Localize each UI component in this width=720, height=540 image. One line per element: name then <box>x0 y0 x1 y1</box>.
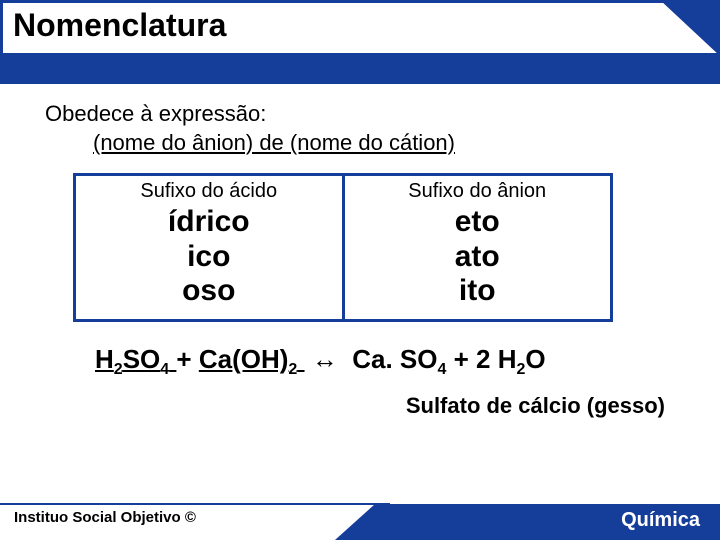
table-value: ídrico <box>76 205 342 240</box>
product-caso4: Ca. SO4 <box>352 344 453 374</box>
footer-divider <box>0 503 390 505</box>
plus-sign: + <box>176 344 198 374</box>
expression-block: Obedece à expressão: (nome do ânion) de … <box>45 100 685 157</box>
reactant-caoh2: Ca(OH)2 <box>199 344 305 374</box>
reactant-h2so4: H2SO4 <box>95 344 176 374</box>
table-cell-right: Sufixo do ânion eto ato ito <box>343 175 612 321</box>
footer-corner-decoration <box>335 504 375 540</box>
suffix-table: Sufixo do ácido ídrico ico oso Sufixo do… <box>73 173 613 322</box>
chemical-equation: H2SO4 + Ca(OH)2 ↔ Ca. SO4 + 2 H2O <box>95 344 685 379</box>
table-value: ito <box>345 274 611 309</box>
table-header-left: Sufixo do ácido <box>76 180 342 203</box>
main-content: Obedece à expressão: (nome do ânion) de … <box>45 100 685 419</box>
table-header-right: Sufixo do ânion <box>345 180 611 203</box>
table-value: eto <box>345 205 611 240</box>
product-h2o: 2 H2O <box>476 344 546 374</box>
page-title: Nomenclatura <box>13 7 226 44</box>
title-underline-strip <box>0 56 720 84</box>
footer-copyright: Instituo Social Objetivo © <box>14 509 196 526</box>
result-name: Sulfato de cálcio (gesso) <box>45 393 685 419</box>
table-value: ato <box>345 240 611 275</box>
expression-line2: (nome do ânion) de (nome do cátion) <box>45 129 685 158</box>
expression-line1: Obedece à expressão: <box>45 100 685 129</box>
title-corner-decoration <box>660 0 720 56</box>
arrow-icon: ↔ <box>305 344 353 374</box>
table-cell-left: Sufixo do ácido ídrico ico oso <box>75 175 344 321</box>
table-value: ico <box>76 240 342 275</box>
plus-sign: + <box>454 344 476 374</box>
title-bar: Nomenclatura <box>0 0 720 56</box>
footer-subject: Química <box>621 509 700 532</box>
table-value: oso <box>76 274 342 309</box>
